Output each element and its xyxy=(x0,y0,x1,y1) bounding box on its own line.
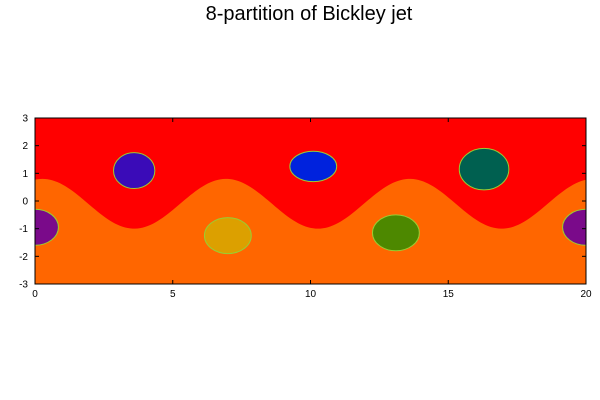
y-tick-label: 3 xyxy=(22,114,28,125)
y-axis: -3 -2 -1 0 1 2 3 xyxy=(19,114,586,291)
vortex-partition-8-wrap xyxy=(562,208,586,246)
plot-area xyxy=(35,118,586,284)
vortex-partition-8 xyxy=(35,208,59,246)
vortex-partition-4 xyxy=(289,150,338,183)
vortex-partition-5 xyxy=(458,147,510,191)
y-tick-label: 1 xyxy=(22,169,28,180)
x-tick-label: 5 xyxy=(170,289,176,300)
x-tick-label: 10 xyxy=(305,289,317,300)
y-tick-label: 0 xyxy=(22,197,28,208)
x-tick-label: 0 xyxy=(32,289,38,300)
y-tick-label: -3 xyxy=(19,280,28,291)
x-tick-label: 20 xyxy=(580,289,592,300)
y-tick-label: 2 xyxy=(22,141,28,152)
chart-title: 8-partition of Bickley jet xyxy=(206,3,413,25)
x-axis: 0 5 10 15 20 xyxy=(32,118,592,300)
y-tick-label: -1 xyxy=(19,224,28,235)
vortex-partition-7 xyxy=(371,214,420,252)
x-tick-label: 15 xyxy=(443,289,455,300)
vortex-partition-3 xyxy=(113,152,156,190)
vortex-partition-6 xyxy=(203,217,252,255)
y-tick-label: -2 xyxy=(19,252,28,263)
